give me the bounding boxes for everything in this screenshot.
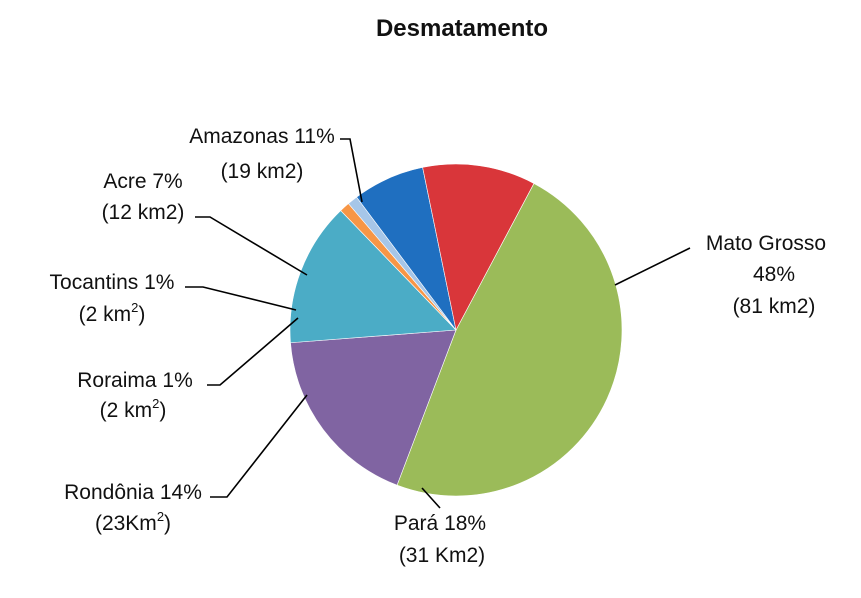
label-name-acre: Acre 7% <box>103 170 182 193</box>
chart-title: Desmatamento <box>376 15 548 42</box>
label-name-para: Pará 18% <box>394 512 486 535</box>
label-name-roraima: Roraima 1% <box>77 369 193 392</box>
leader-roraima <box>207 317 299 386</box>
leader-mato-grosso <box>614 247 691 286</box>
label-name-amazonas: Amazonas 11% <box>189 125 335 148</box>
label-name-tocantins: Tocantins 1% <box>50 271 175 294</box>
label-area-acre: (12 km2) <box>102 201 185 224</box>
label-pct-mato-grosso: 48% <box>753 263 795 286</box>
label-area-mato-grosso: (81 km2) <box>733 295 816 318</box>
label-area-tocantins: (2 km2) <box>79 300 146 326</box>
leader-para <box>421 487 441 509</box>
leader-acre <box>195 216 308 276</box>
leader-tocantins <box>185 286 297 311</box>
slice-amazonas <box>422 163 535 331</box>
leader-lines <box>185 138 691 509</box>
pie-slices <box>289 163 623 497</box>
label-name-rondonia: Rondônia 14% <box>64 481 202 504</box>
slice-mato-grosso <box>396 183 623 497</box>
label-area-rondonia: (23Km2) <box>95 509 171 535</box>
leader-rondonia <box>210 394 308 498</box>
label-name-mato-grosso: Mato Grosso <box>706 232 826 255</box>
label-area-roraima: (2 km2) <box>100 396 167 422</box>
label-area-amazonas: (19 km2) <box>221 160 304 183</box>
leader-amazonas <box>340 138 363 203</box>
slice-para <box>290 329 457 486</box>
slice-labels: Mato Grosso 48% (81 km2) Pará 18% (31 Km2) Ro… <box>50 125 827 567</box>
label-area-para: (31 Km2) <box>399 544 485 567</box>
